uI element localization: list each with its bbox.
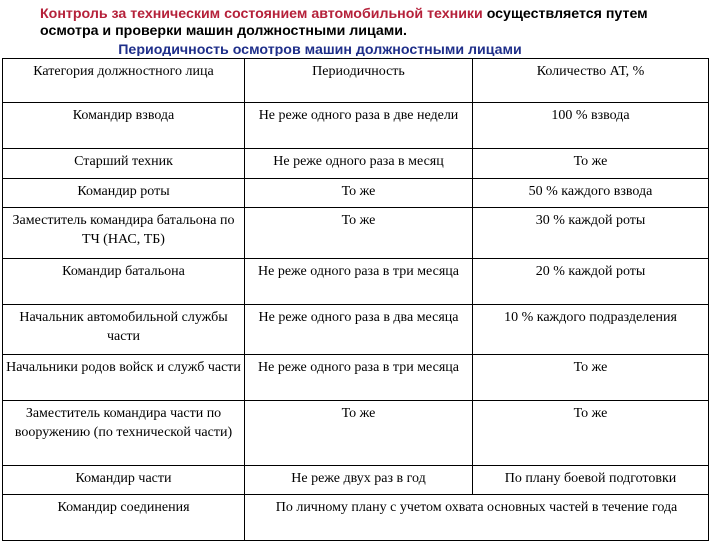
cell-category: Командир взвода — [2, 102, 245, 149]
table-row: Командир роты То же 50 % каждого взвода — [2, 178, 709, 208]
table-row: Начальники родов войск и служб части Не … — [2, 354, 709, 401]
inspection-table: Категория должностного лица Периодичност… — [2, 58, 709, 541]
cell-category: Заместитель командира части по вооружени… — [2, 400, 245, 466]
table-row: Командир взвода Не реже одного раза в дв… — [2, 102, 709, 149]
table-header-row: Категория должностного лица Периодичност… — [2, 58, 709, 103]
cell-quantity: 100 % взвода — [472, 102, 709, 149]
cell-quantity: 10 % каждого подразделения — [472, 304, 709, 355]
cell-category: Командир части — [2, 465, 245, 495]
cell-category: Командир батальона — [2, 258, 245, 305]
cell-quantity: 50 % каждого взвода — [472, 178, 709, 208]
cell-periodicity: Не реже одного раза в месяц — [244, 148, 473, 179]
cell-quantity: То же — [472, 354, 709, 401]
table-row: Командир батальона Не реже одного раза в… — [2, 258, 709, 305]
cell-periodicity: Не реже одного раза в три месяца — [244, 354, 473, 401]
cell-category: Старший техник — [2, 148, 245, 179]
cell-quantity: 20 % каждой роты — [472, 258, 709, 305]
table-row: Командир части Не реже двух раз в год По… — [2, 465, 709, 495]
cell-quantity: То же — [472, 148, 709, 179]
cell-category: Командир соединения — [2, 494, 245, 541]
cell-periodicity: Не реже одного раза в два месяца — [244, 304, 473, 355]
cell-periodicity: То же — [244, 207, 473, 259]
heading-rest-text: осуществляется путем осмотра и проверки … — [40, 6, 648, 39]
cell-periodicity: Не реже одного раза в две недели — [244, 102, 473, 149]
cell-periodicity: Не реже двух раз в год — [244, 465, 473, 495]
cell-merged-plan: По личному плану с учетом охвата основны… — [244, 494, 709, 541]
table-row: Командир соединения По личному плану с у… — [2, 494, 709, 541]
cell-periodicity: Не реже одного раза в три месяца — [244, 258, 473, 305]
table-row: Заместитель командира части по вооружени… — [2, 400, 709, 466]
heading-accent-text: Контроль за техническим состоянием автом… — [40, 6, 483, 22]
column-header-quantity: Количество АТ, % — [472, 58, 709, 103]
cell-quantity: По плану боевой подготовки — [472, 465, 709, 495]
cell-category: Начальники родов войск и служб части — [2, 354, 245, 401]
table-row: Заместитель командира батальона по ТЧ (Н… — [2, 207, 709, 259]
page-heading: Контроль за техническим состоянием автом… — [40, 6, 700, 40]
cell-category: Командир роты — [2, 178, 245, 208]
cell-periodicity: То же — [244, 400, 473, 466]
cell-category: Заместитель командира батальона по ТЧ (Н… — [2, 207, 245, 259]
column-header-periodicity: Периодичность — [244, 58, 473, 103]
table-row: Начальник автомобильной службы части Не … — [2, 304, 709, 355]
cell-periodicity: То же — [244, 178, 473, 208]
column-header-category: Категория должностного лица — [2, 58, 245, 103]
cell-quantity: То же — [472, 400, 709, 466]
cell-category: Начальник автомобильной службы части — [2, 304, 245, 355]
cell-quantity: 30 % каждой роты — [472, 207, 709, 259]
table-row: Старший техник Не реже одного раза в мес… — [2, 148, 709, 179]
table-title: Периодичность осмотров машин должностным… — [118, 42, 522, 56]
